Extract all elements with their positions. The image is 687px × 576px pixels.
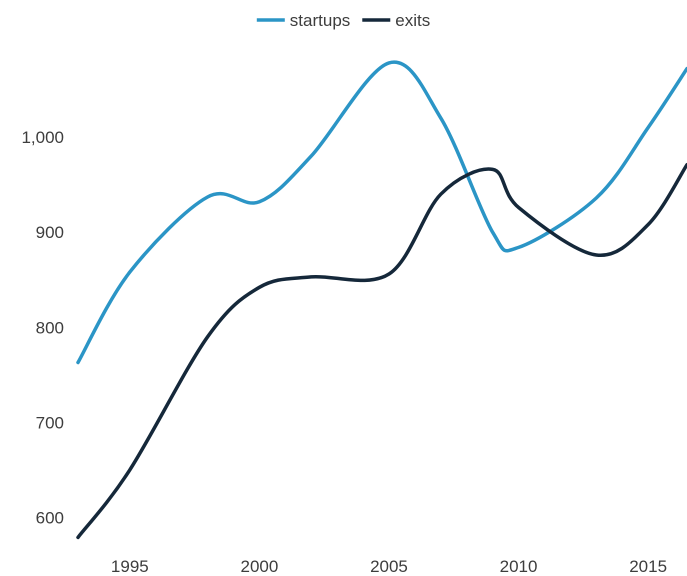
y-tick-label: 700 — [36, 413, 64, 432]
x-tick-label: 2005 — [370, 557, 408, 576]
y-tick-label: 1,000 — [21, 128, 64, 147]
x-axis: 1995 2000 2005 2010 2015 — [111, 557, 667, 576]
legend-label: startups — [290, 11, 350, 30]
y-axis: 600 700 800 900 1,000 — [21, 128, 64, 527]
x-tick-label: 2015 — [629, 557, 667, 576]
series-layer — [76, 60, 687, 540]
x-tick-label: 2010 — [500, 557, 538, 576]
y-tick-label: 900 — [36, 223, 64, 242]
legend-item-exits: exits — [362, 11, 430, 30]
legend-label: exits — [395, 11, 430, 30]
series-line-exits — [76, 162, 687, 540]
legend: startups exits — [256, 11, 430, 30]
y-tick-label: 600 — [36, 508, 64, 527]
x-tick-label: 2000 — [240, 557, 278, 576]
x-tick-label: 1995 — [111, 557, 149, 576]
legend-item-startups: startups — [256, 11, 350, 30]
series-line-startups — [76, 60, 687, 365]
y-tick-label: 800 — [36, 318, 64, 337]
